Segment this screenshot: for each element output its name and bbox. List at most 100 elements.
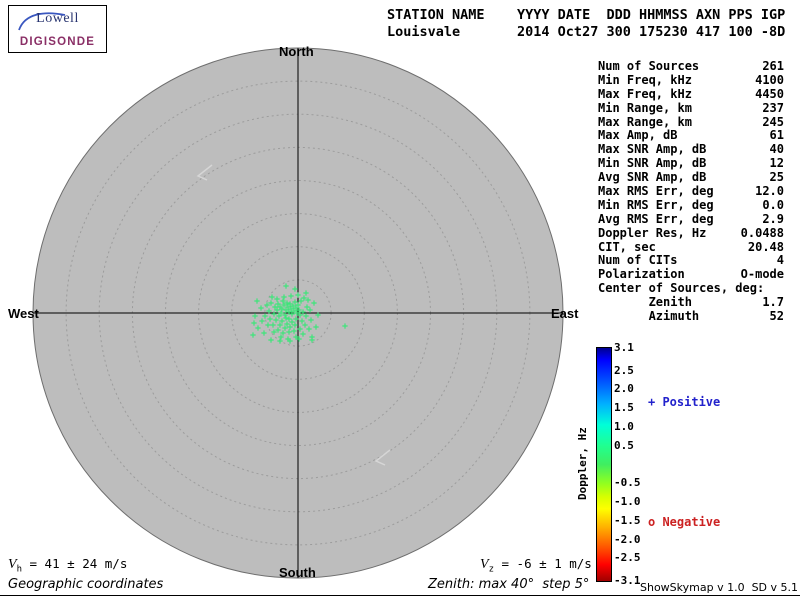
source-point-marker [274,307,280,313]
source-point-marker [309,337,315,343]
source-point-marker [311,300,317,306]
stat-label: Min Freq, kHz [598,72,692,87]
stat-row: Max Range, km 245 [598,114,784,130]
stat-value: 237 [762,100,784,115]
source-point-marker [300,309,306,315]
stat-label: Max Range, km [598,114,692,129]
source-point-marker [275,301,281,307]
source-point-marker [266,308,272,314]
source-point-marker [277,304,283,310]
stat-label: Azimuth [598,309,700,324]
source-point-marker [293,316,299,322]
colorbar-tick-label: 3.1 [614,341,634,354]
colorbar-tick-label: -1.0 [614,495,641,509]
source-point-marker [278,334,284,340]
colorbar-tick-label: -1.5 [614,513,641,527]
source-point-marker [264,302,270,308]
vertical-velocity-readout: Vz = -6 ± 1 m/s [480,556,592,575]
stat-row: Avg SNR Amp, dB 25 [598,170,784,185]
source-point-marker [281,294,287,300]
colorbar-tick-label: 2.5 [614,363,634,377]
source-point-marker [276,313,282,319]
source-point-marker [258,305,264,311]
stat-label: Polarization [598,267,685,282]
source-point-marker [275,327,281,333]
stat-row: Max SNR Amp, dB 40 [598,142,784,157]
stat-value: 61 [769,128,784,143]
source-point-marker [315,312,321,318]
legend-positive-doppler: + Positive [648,395,721,409]
source-point-marker [287,324,293,330]
source-point-marker [289,319,295,325]
measurement-stats-panel: Num of Sources 261 Min Freq, kHz 4100 Max Fr… [598,59,784,324]
source-point-marker [270,322,276,328]
stat-row: Max Amp, dB 61 [598,129,784,143]
source-point-marker [296,336,302,342]
stat-row: Max RMS Err, deg 12.0 [598,184,784,199]
source-point-marker [286,316,292,322]
stat-value: 40 [769,142,784,157]
stat-value: 4100 [755,72,784,87]
stat-value: 2.9 [762,211,784,226]
stat-label: Avg RMS Err, deg [598,211,714,226]
stat-value: 0.0 [762,197,784,212]
source-point-marker [286,329,292,335]
source-point-marker [277,338,283,344]
stat-row: Doppler Res, Hz 0.0488 [598,225,784,241]
colorbar-tick-labels: 3.1 2.5 2.0 1.5 1.0 0.5 -0.5 -1.0 -1.5 -2.0 -2.5 -3… [614,341,650,587]
stat-value: 12.0 [755,184,784,199]
stat-value: 0.0488 [740,225,784,240]
vz-subscript: z [488,564,494,575]
source-point-marker [280,298,286,304]
colorbar-tick-label: -3.1 [614,574,641,587]
source-point-marker [254,298,260,304]
logo-swoosh-icon [18,12,66,31]
stat-label: Min RMS Err, deg [598,197,714,212]
source-point-marker [292,286,298,292]
source-point-marker [289,311,295,317]
colorbar-axis-title: Doppler, Hz [576,427,589,500]
colorbar-tick-label: -0.5 [614,476,641,490]
source-point-marker [293,305,299,311]
compass-north-label: North [279,44,314,59]
source-point-marker [273,317,279,323]
source-point-marker [267,316,273,322]
lowell-digisonde-logo: Lowell DIGISONDE [8,5,107,53]
stat-value: 261 [762,59,784,73]
stat-label: Num of Sources [598,59,700,73]
source-point-marker [271,311,277,317]
stat-label: Min SNR Amp, dB [598,156,707,171]
stat-row: Avg RMS Err, deg 2.9 [598,211,784,227]
source-point-marker [282,325,288,331]
source-point-marker [306,326,312,332]
source-point-marker [259,318,265,324]
source-point-marker [297,312,303,318]
source-point-marker [262,313,268,319]
source-point-marker [292,299,298,305]
header-column-titles: STATION NAME YYYY DATE DDD HHMMSS AXN PP… [387,7,786,23]
source-point-marker [299,318,305,324]
stat-row: CIT, sec 20.48 [598,239,784,255]
faint-arrow-icon [374,449,391,466]
source-point-marker [280,330,286,336]
stat-label: Zenith [598,295,692,310]
stat-value: 20.48 [747,239,784,254]
source-point-marker [284,300,290,306]
colorbar-tick-label: 1.0 [614,419,634,433]
source-point-marker [283,315,289,321]
stat-row: Azimuth 52 [598,309,784,324]
source-points [250,283,348,344]
bottom-border-line [0,595,800,596]
legend-negative-doppler: o Negative [648,515,721,529]
stat-value: 52 [769,309,784,324]
source-point-marker [303,313,309,319]
source-point-marker [298,298,304,304]
source-point-marker [250,332,256,338]
colorbar-tick-label: -2.5 [614,551,641,565]
source-point-marker [268,300,274,306]
source-point-marker [269,294,275,300]
source-point-marker [301,295,307,301]
source-point-marker [282,312,288,318]
vh-symbol: V [8,557,17,572]
